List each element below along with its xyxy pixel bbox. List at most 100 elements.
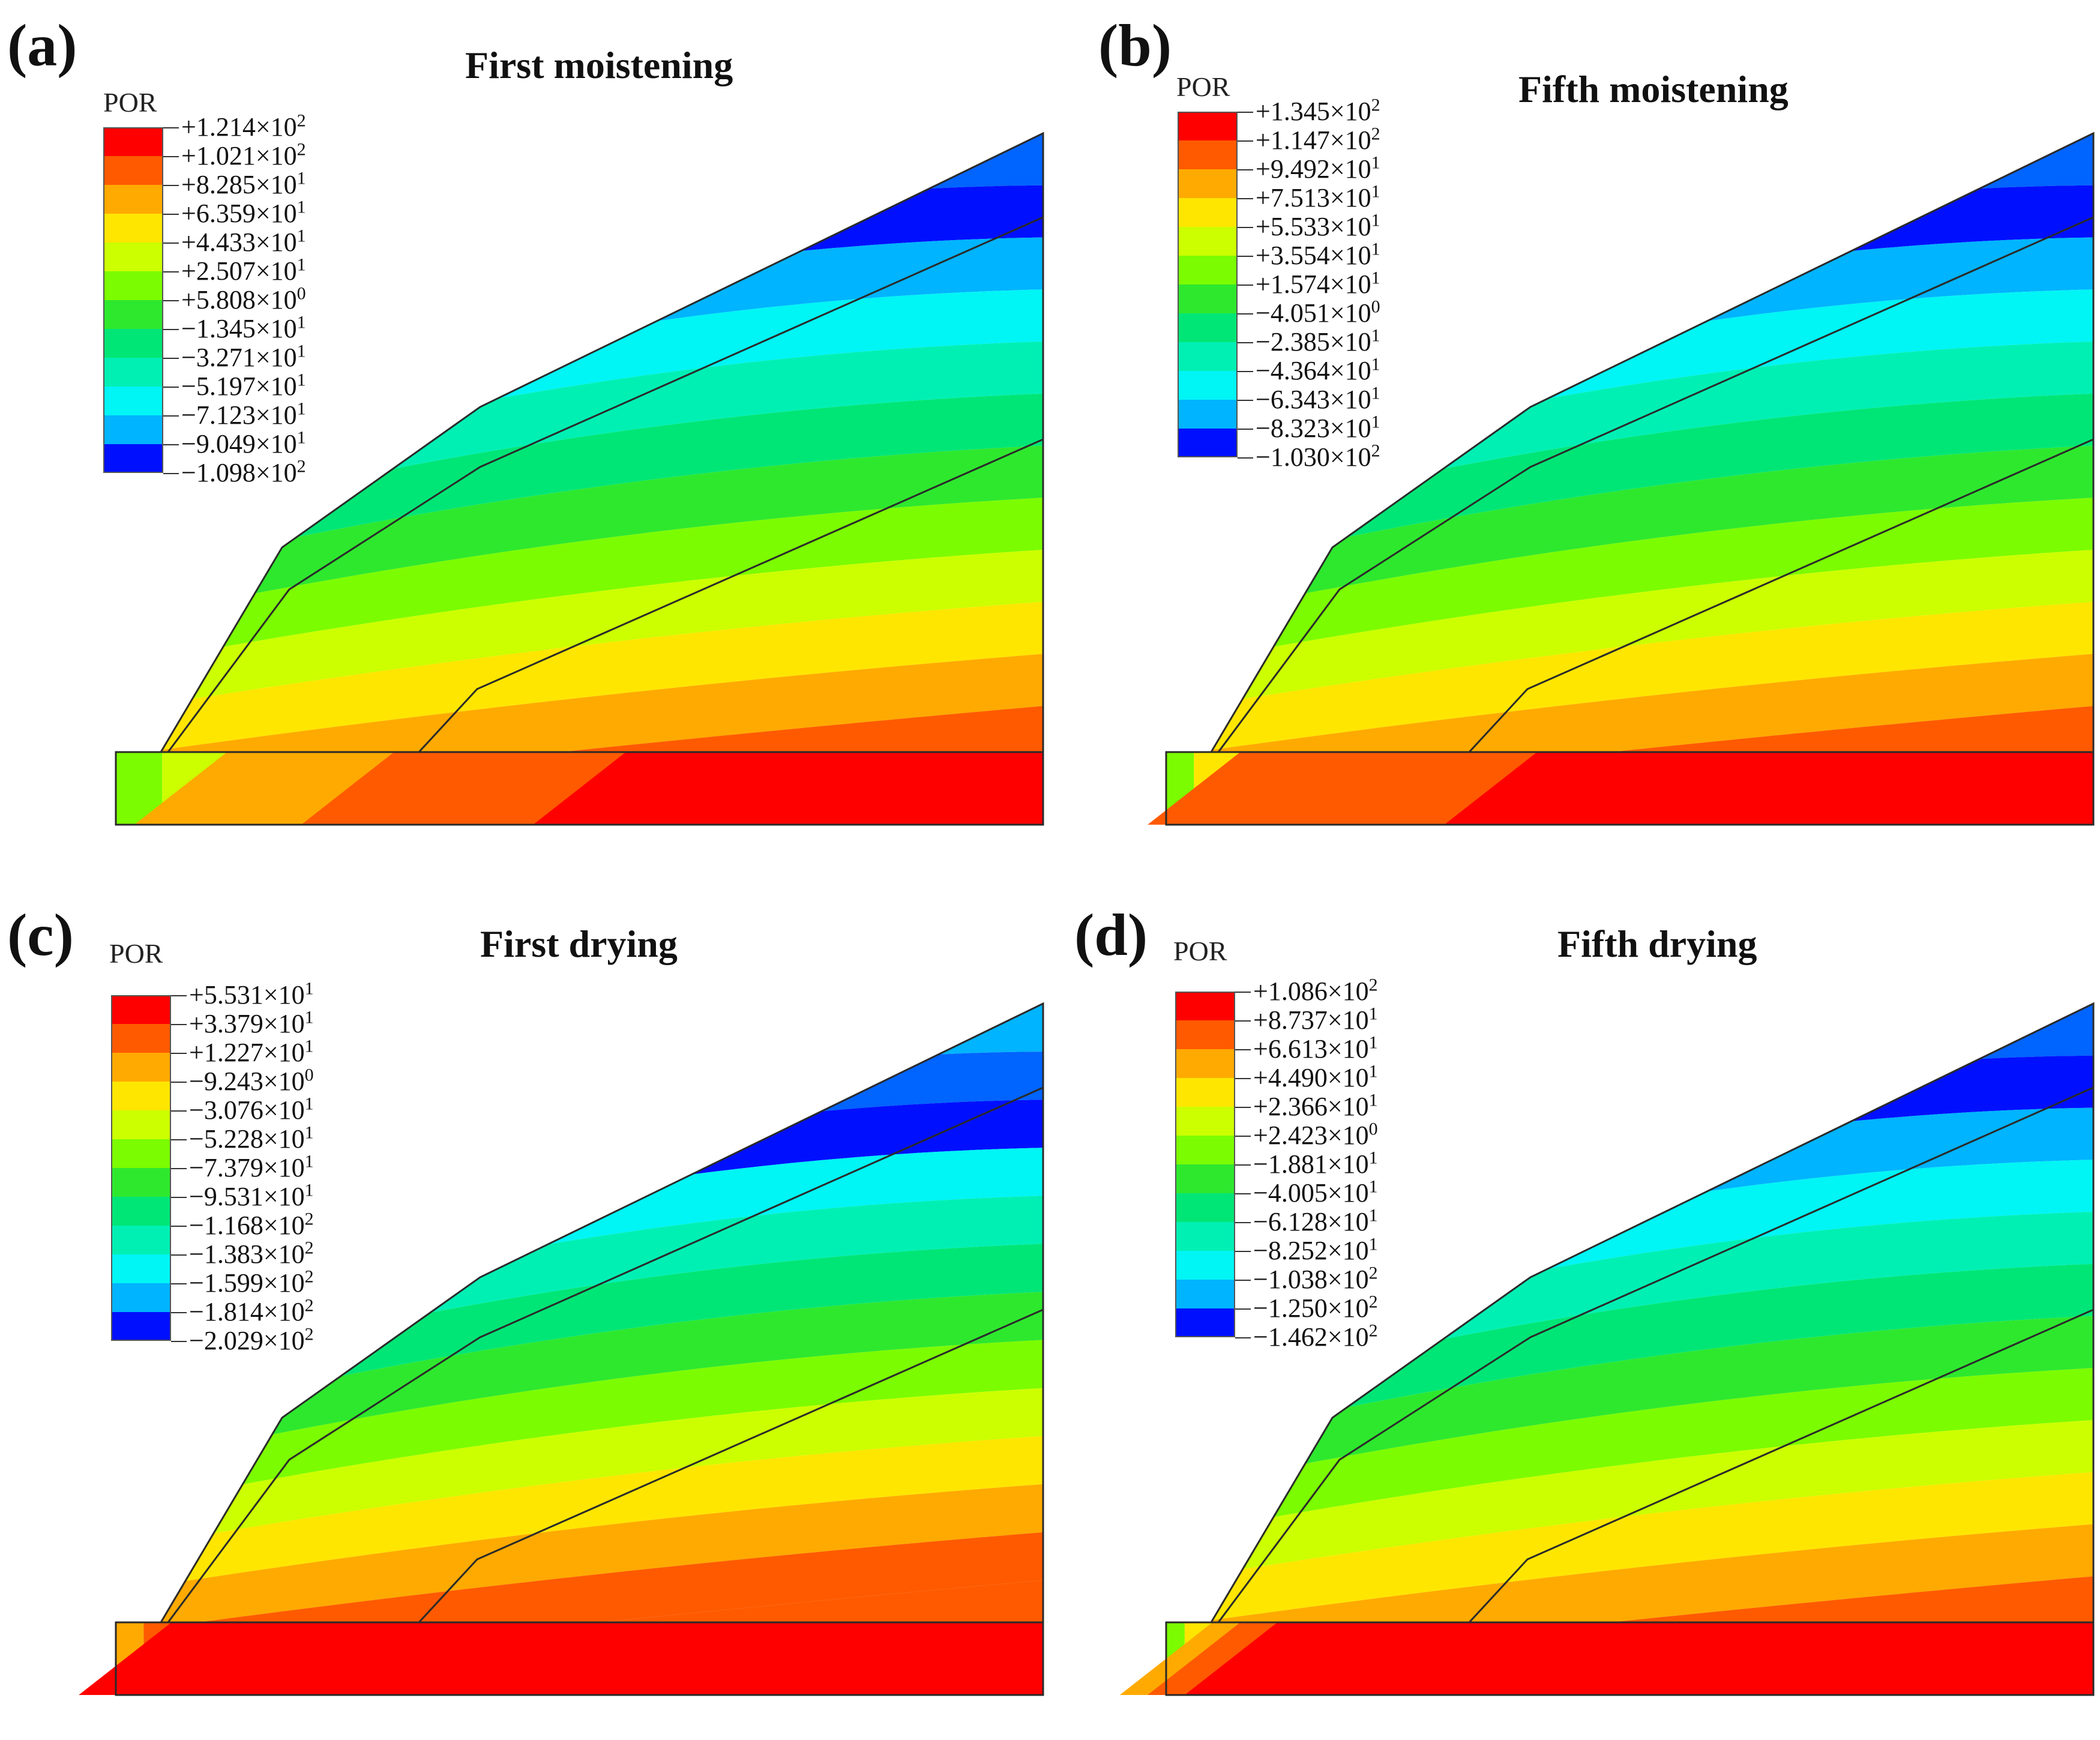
- legend-tick: [1235, 1308, 1251, 1310]
- legend-tick: [163, 473, 179, 474]
- legend-mantissa: +1.147: [1256, 125, 1330, 155]
- legend-tick: [163, 415, 179, 417]
- legend-mantissa: +1.345: [1256, 97, 1330, 126]
- legend-swatch: [1178, 169, 1238, 198]
- legend-swatch: [1175, 1049, 1235, 1078]
- contour-band: [1211, 1576, 2093, 1622]
- contour-band: [161, 1244, 1043, 1418]
- legend-tick: [163, 329, 179, 330]
- legend-exponent: 1: [296, 341, 306, 361]
- legend-value: +7.513×101: [1256, 181, 1380, 212]
- contour-band: [161, 393, 1043, 568]
- legend-mantissa: −1.383: [189, 1239, 263, 1269]
- legend-exponent: 2: [304, 1266, 314, 1287]
- legend-tick: [171, 1168, 187, 1169]
- legend-tick: [171, 1024, 187, 1025]
- legend-tick: [163, 214, 179, 215]
- legend-tick: [1235, 1251, 1251, 1252]
- legend-mantissa: +2.507: [181, 256, 256, 286]
- legend-value: +1.345×102: [1256, 95, 1380, 126]
- legend-tick: [1238, 256, 1253, 257]
- legend-swatch: [1178, 371, 1238, 400]
- contour-band: [161, 445, 1043, 615]
- legend-value: +5.808×100: [181, 283, 306, 315]
- contour-band: [161, 653, 1043, 752]
- foundation-outline: [1165, 1621, 2095, 1696]
- legend-swatch: [1178, 313, 1238, 342]
- legend-value: −3.076×101: [189, 1094, 314, 1125]
- contour-band: [1211, 653, 2093, 752]
- legend-swatch: [103, 156, 163, 185]
- legend-swatch: [1175, 1222, 1235, 1251]
- foundation-outline: [115, 1621, 1044, 1696]
- legend-mantissa: −2.029: [189, 1326, 263, 1355]
- legend-value: −6.343×101: [1256, 383, 1380, 414]
- legend-value: −1.168×102: [189, 1209, 314, 1240]
- layer-boundary-upper: [167, 216, 1044, 753]
- contour-band: [1211, 289, 2093, 477]
- contour-band: [1211, 1472, 2093, 1622]
- legend-mantissa: −1.814: [189, 1297, 263, 1326]
- legend-exponent: 1: [296, 226, 306, 246]
- layer-boundary-lower: [1468, 1308, 2094, 1624]
- contour-band: [161, 601, 1043, 752]
- legend-tick: [163, 242, 179, 244]
- layer-boundary-upper: [1217, 216, 2094, 753]
- legend-mantissa: −3.271: [181, 343, 256, 372]
- legend-mantissa: −1.250: [1253, 1293, 1328, 1323]
- legend-tick: [1235, 1049, 1251, 1050]
- legend-value: −1.038×102: [1253, 1263, 1378, 1294]
- legend-swatch: [103, 387, 163, 415]
- legend-exponent: 1: [1371, 412, 1380, 432]
- legend-swatch: [103, 185, 163, 214]
- legend-swatch: [1178, 227, 1238, 256]
- panel-title: Fifth drying: [1557, 923, 1757, 965]
- legend-mantissa: +1.086: [1253, 977, 1328, 1006]
- legend-mantissa: −9.531: [189, 1182, 263, 1211]
- contour-band: [1211, 601, 2093, 752]
- contour-band: [161, 1436, 1043, 1587]
- panel-label: (d): [1074, 902, 1148, 968]
- contour-band: [1211, 497, 2093, 660]
- legend-mantissa: −7.123: [181, 400, 256, 430]
- legend-exponent: 0: [304, 1065, 314, 1085]
- contour-band: [1211, 1523, 2093, 1622]
- legend-tick: [163, 300, 179, 301]
- legend-swatch: [1175, 1078, 1235, 1107]
- panel-b: (b) Fifth moistening POR +1.345×102 +1.14…: [1050, 0, 2100, 870]
- legend-mantissa: +6.613: [1253, 1034, 1328, 1064]
- legend-swatch: [1175, 1164, 1235, 1193]
- legend-tick: [171, 1053, 187, 1054]
- legend-mantissa: −1.168: [189, 1211, 263, 1240]
- legend-tick: [1235, 1020, 1251, 1022]
- legend-value: −2.385×101: [1256, 325, 1380, 357]
- panel-d: (d) Fifth drying POR +1.086×102 +8.737×10…: [1050, 870, 2100, 1740]
- legend-mantissa: +3.379: [189, 1009, 263, 1038]
- legend-exponent: 1: [304, 978, 314, 999]
- legend-exponent: 1: [1371, 383, 1380, 403]
- legend-variable: POR: [1173, 936, 1227, 966]
- legend-exponent: 1: [1368, 1176, 1378, 1197]
- legend-tick: [171, 1082, 187, 1083]
- legend-swatch: [103, 214, 163, 242]
- legend-swatch: [1178, 400, 1238, 429]
- mesh-outlines: [115, 131, 1044, 826]
- legend-value: −9.243×100: [189, 1065, 314, 1096]
- legend-swatch: [1178, 429, 1238, 457]
- legend-mantissa: +4.433: [181, 227, 256, 257]
- legend-exponent: 2: [304, 1238, 314, 1258]
- legend-mantissa: −3.076: [189, 1095, 263, 1125]
- legend-variable: POR: [109, 938, 163, 969]
- legend-tick: [1235, 992, 1251, 993]
- contour-plot: [115, 131, 1044, 826]
- slope-outline: [160, 1002, 1044, 1623]
- legend-swatch: [103, 444, 163, 473]
- foundation-contours: [116, 752, 1043, 825]
- legend-value: +4.490×101: [1253, 1061, 1378, 1092]
- legend-tick: [163, 185, 179, 186]
- legend-mantissa: +3.554: [1256, 241, 1330, 270]
- mesh-outlines: [115, 1002, 1044, 1696]
- legend-swatch: [1175, 1136, 1235, 1164]
- foundation-contours: [1119, 1622, 2093, 1695]
- contour-band: [1211, 1316, 2093, 1485]
